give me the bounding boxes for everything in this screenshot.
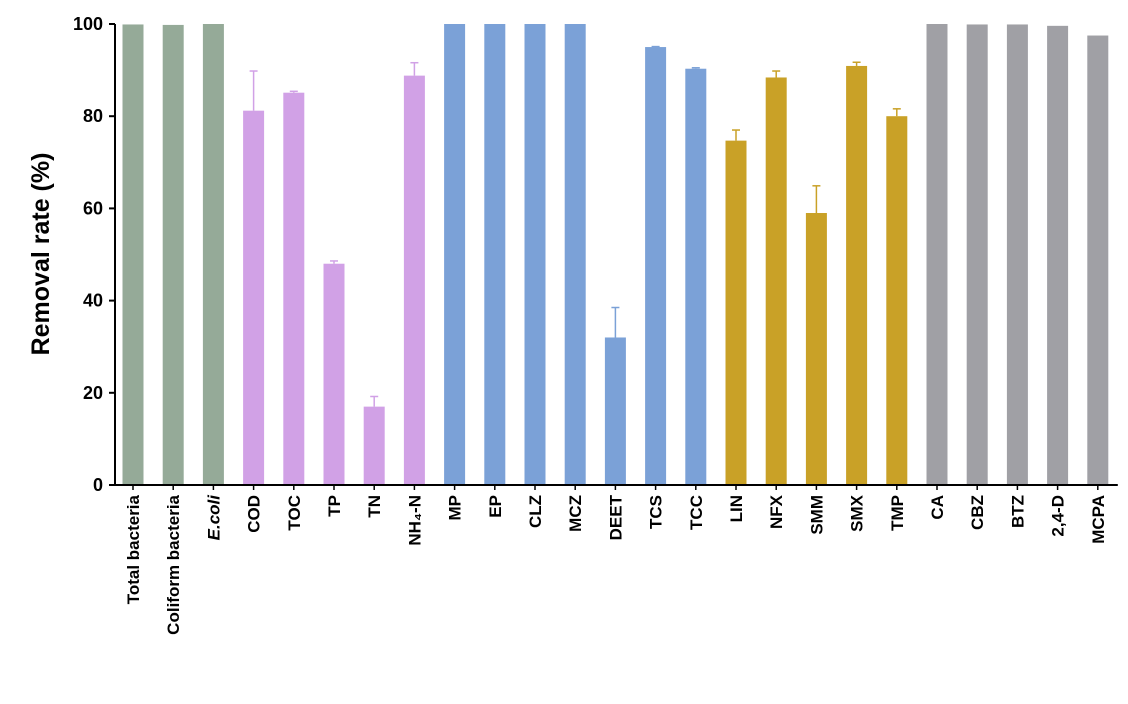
x-tick-label: MP [446,495,465,521]
bar [805,213,827,485]
y-tick-label: 60 [83,198,103,218]
bar [604,337,626,485]
x-tick-label: Coliform bacteria [164,494,183,634]
bar [484,24,506,485]
x-tick-label: SMX [848,494,867,532]
x-tick-label: CA [928,495,947,520]
bar [846,65,868,486]
x-tick-label: TMP [888,495,907,531]
bar [926,24,948,485]
bar [403,75,425,485]
bar [162,24,184,486]
bar [725,140,747,485]
bar [645,47,667,486]
x-tick-label: LIN [727,495,746,522]
y-tick-label: 100 [73,14,103,34]
x-tick-label: NH₄-N [405,495,424,546]
bar [524,24,546,485]
bar [765,77,787,485]
y-tick-label: 80 [83,106,103,126]
x-tick-label: Total bacteria [124,494,143,604]
x-tick-label: BTZ [1008,495,1027,528]
x-tick-label: TOC [285,495,304,531]
bar [444,24,466,485]
x-tick-label: EP [486,495,505,518]
y-axis-label: Removal rate (%) [27,153,55,356]
x-tick-label: MCZ [566,495,585,532]
bar [1087,35,1109,486]
bar [886,116,908,485]
x-tick-label: 2,4-D [1049,495,1068,537]
x-tick-label: TP [325,495,344,517]
bar [966,24,988,486]
bar [243,110,265,485]
x-tick-label: TN [365,495,384,518]
x-tick-label: E.coli [204,494,223,541]
x-tick-label: CBZ [968,495,987,530]
bar [323,263,345,485]
bar [685,68,707,485]
x-tick-label: NFX [767,494,786,529]
bar [1006,24,1028,486]
x-tick-label: TCC [687,495,706,530]
y-tick-label: 20 [83,383,103,403]
x-tick-label: DEET [606,494,625,540]
x-tick-label: COD [245,495,264,533]
bar [1047,25,1069,486]
y-tick-label: 40 [83,291,103,311]
x-tick-label: SMM [807,495,826,535]
bar [564,24,586,485]
y-tick-label: 0 [93,475,103,495]
plot-area: 0 20 40 60 80 100 Total bacteria Coliform bacte… [73,14,1118,635]
bar [363,406,385,485]
x-tick-label: CLZ [526,495,545,528]
bar [122,24,144,486]
x-tick-label: TCS [647,495,666,529]
bar [283,92,305,486]
x-tick-label: MCPA [1089,495,1108,544]
bar [202,24,224,485]
